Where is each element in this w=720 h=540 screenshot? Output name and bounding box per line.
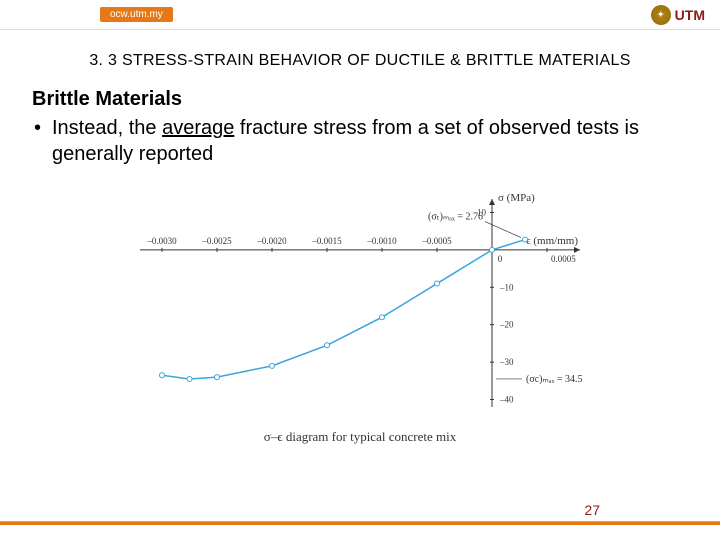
svg-text:–10: –10 — [499, 282, 514, 292]
svg-text:ϵ (mm/mm): ϵ (mm/mm) — [526, 235, 578, 247]
content-block: Brittle Materials •Instead, the average … — [0, 88, 720, 167]
subtitle: Brittle Materials — [32, 88, 688, 111]
bullet-average-word: average — [162, 117, 234, 139]
svg-text:–20: –20 — [499, 320, 514, 330]
caption-rest: diagram for typical concrete mix — [283, 429, 457, 444]
svg-text:(σc)ₘₐₓ = 34.5: (σc)ₘₐₓ = 34.5 — [526, 374, 583, 385]
svg-text:0.0005: 0.0005 — [551, 254, 576, 264]
top-banner: ocw.utm.my ✦ UTM — [0, 0, 720, 30]
utm-logo: ✦ UTM — [651, 5, 705, 25]
svg-text:–0.0005: –0.0005 — [421, 236, 452, 246]
section-title: 3. 3 STRESS-STRAIN BEHAVIOR OF DUCTILE &… — [0, 52, 720, 70]
chart-container: σ (MPa) ϵ (mm/mm) –0.0030 –0.0025 –0.0020 –0.… — [0, 187, 720, 417]
svg-text:–40: –40 — [499, 395, 514, 405]
svg-text:–0.0015: –0.0015 — [311, 236, 342, 246]
utm-seal-icon: ✦ — [651, 5, 671, 25]
svg-text:0: 0 — [498, 254, 503, 264]
chart-caption: σ–ϵ diagram for typical concrete mix — [0, 429, 720, 445]
page-number: 27 — [584, 502, 600, 518]
bottom-bar — [0, 522, 720, 540]
svg-text:(σₜ)ₘₐₓ = 2.76: (σₜ)ₘₐₓ = 2.76 — [428, 212, 483, 223]
svg-text:–0.0020: –0.0020 — [256, 236, 287, 246]
stress-strain-chart: σ (MPa) ϵ (mm/mm) –0.0030 –0.0025 –0.0020 –0.… — [130, 187, 590, 417]
bullet-marker: • — [34, 115, 52, 141]
svg-text:–0.0025: –0.0025 — [201, 236, 232, 246]
ocw-tag: ocw.utm.my — [100, 7, 173, 22]
svg-text:–0.0030: –0.0030 — [146, 236, 177, 246]
svg-text:σ (MPa): σ (MPa) — [498, 192, 535, 204]
caption-sigma: σ — [264, 429, 271, 444]
bullet-item: •Instead, the average fracture stress fr… — [32, 115, 688, 167]
svg-text:–0.0010: –0.0010 — [366, 236, 397, 246]
bullet-prefix: Instead, the — [52, 117, 162, 139]
svg-text:–30: –30 — [499, 357, 514, 367]
utm-text: UTM — [675, 7, 705, 23]
